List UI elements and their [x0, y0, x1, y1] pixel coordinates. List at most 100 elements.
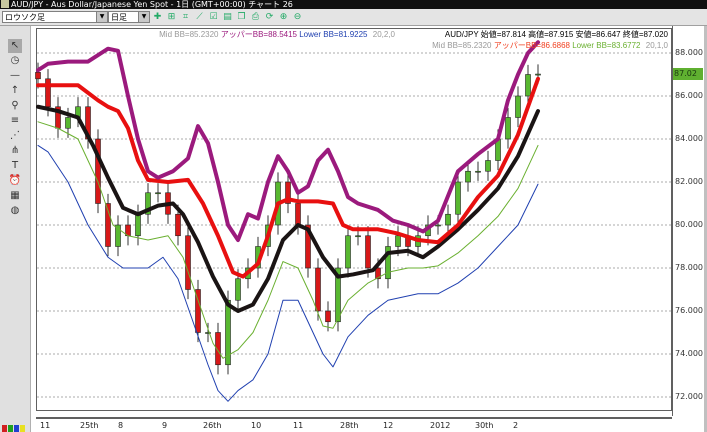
- x-tick-label: 25th: [80, 421, 99, 430]
- zoom-in-icon[interactable]: ⊕: [279, 12, 288, 22]
- candle: [215, 332, 221, 366]
- legend-bb1-upper: アッパーBB=86.6868: [493, 41, 570, 50]
- candle: [485, 160, 491, 172]
- drawing-tools-panel: ↖ ◷ — ↑ ⚲ ≡ ⋰ ⋔ T ⏰ ▦ ◍: [0, 26, 31, 432]
- y-tick-label: 86.000: [675, 91, 703, 100]
- refresh-icon[interactable]: ⟳: [265, 12, 274, 22]
- candle: [455, 181, 461, 215]
- pointer-icon[interactable]: ↖: [8, 39, 22, 53]
- pitchfork-icon[interactable]: ⋔: [10, 145, 20, 156]
- globe-icon[interactable]: ◍: [10, 205, 20, 216]
- time-axis-line: [36, 417, 672, 419]
- candle: [355, 235, 361, 238]
- candle: [235, 278, 241, 301]
- candle: [335, 267, 341, 323]
- plot-area[interactable]: [36, 28, 672, 411]
- fibonacci-icon[interactable]: ≡: [10, 115, 20, 126]
- toolbar: ロウソク足 ▼ 日足 ▼ ✚ ⊞ ⌗ ⟋ ☑ ▤ ❐ ⎙ ⟳ ⊕ ⊖: [0, 9, 707, 26]
- calculator-icon[interactable]: ▦: [10, 190, 20, 201]
- x-tick-label: 8: [118, 421, 124, 430]
- print-icon[interactable]: ⎙: [251, 12, 260, 22]
- copy-icon[interactable]: ❐: [237, 12, 246, 22]
- gann-fan-icon[interactable]: ⋰: [10, 130, 20, 141]
- candle: [45, 78, 51, 108]
- candle: [155, 192, 161, 195]
- y-tick-label: 84.000: [675, 134, 703, 143]
- legend-bb1-params: 20,1,0: [645, 41, 668, 50]
- candle: [535, 73, 541, 76]
- legend-bb1: Mid BB=85.2320 アッパーBB=86.6868 Lower BB=8…: [432, 41, 668, 50]
- alarm-icon[interactable]: ⏰: [8, 175, 22, 186]
- candle: [385, 246, 391, 280]
- candle: [35, 72, 41, 80]
- x-tick-label: 26th: [203, 421, 222, 430]
- chart-type-value: ロウソク足: [5, 13, 45, 22]
- candle: [315, 267, 321, 312]
- candle: [435, 224, 441, 227]
- x-tick-label: 10: [251, 421, 262, 430]
- candle: [195, 289, 201, 333]
- candle: [445, 213, 451, 226]
- candle: [305, 224, 311, 269]
- price-axis-line: [672, 26, 673, 416]
- y-tick-label: 74.000: [675, 349, 703, 358]
- indicator-icon[interactable]: ✚: [153, 12, 162, 22]
- band-line: [37, 121, 539, 359]
- magnifier-icon[interactable]: ⚲: [11, 100, 19, 111]
- candle: [135, 213, 141, 237]
- candle: [395, 235, 401, 247]
- line-chart-icon[interactable]: ⟋: [196, 12, 203, 22]
- band-line: [36, 76, 540, 279]
- arrow-up-icon[interactable]: ↑: [10, 85, 20, 96]
- y-tick-label: 88.000: [675, 48, 703, 57]
- title-bar: AUD/JPY - Aus Dollar/Japanese Yen Spot -…: [0, 0, 707, 9]
- zoom-out-icon[interactable]: ⊖: [293, 12, 302, 22]
- candle: [175, 213, 181, 237]
- x-tick-label: 9: [162, 421, 168, 430]
- candle: [105, 203, 111, 247]
- y-tick-label: 72.000: [675, 392, 703, 401]
- add-icon[interactable]: ⊞: [167, 12, 176, 22]
- scrollbar[interactable]: [704, 26, 707, 432]
- candle: [185, 235, 191, 290]
- candle: [345, 235, 351, 269]
- chevron-down-icon[interactable]: ▼: [138, 12, 149, 22]
- chart-type-select[interactable]: ロウソク足 ▼: [2, 11, 108, 23]
- candle: [515, 95, 521, 118]
- crosshair-icon[interactable]: ⌗: [182, 12, 189, 22]
- candle: [225, 299, 231, 366]
- legend-bb2-mid: Mid BB=85.2320: [159, 30, 219, 39]
- x-tick-label: 11: [40, 421, 51, 430]
- x-tick-label: 11: [293, 421, 304, 430]
- candle: [95, 138, 101, 204]
- window-title: AUD/JPY - Aus Dollar/Japanese Yen Spot -…: [11, 0, 293, 9]
- candle: [115, 224, 121, 247]
- candle: [365, 235, 371, 269]
- candle: [325, 310, 331, 323]
- timeframe-value: 日足: [111, 13, 127, 22]
- horizontal-line-icon[interactable]: —: [10, 70, 20, 81]
- candle: [375, 267, 381, 280]
- clock-icon[interactable]: ◷: [10, 55, 20, 66]
- x-tick-label: 30th: [475, 421, 494, 430]
- legend-bb1-lower: Lower BB=83.6772: [572, 41, 641, 50]
- y-tick-label: 82.000: [675, 177, 703, 186]
- candle: [65, 117, 71, 129]
- text-icon[interactable]: T: [11, 160, 19, 171]
- y-tick-label: 78.000: [675, 263, 703, 272]
- check-icon[interactable]: ☑: [209, 12, 218, 22]
- color-palette[interactable]: [2, 425, 25, 432]
- candle: [295, 203, 301, 226]
- candle: [285, 181, 291, 204]
- x-tick-label: 2012: [430, 421, 451, 430]
- y-tick-label: 76.000: [675, 306, 703, 315]
- chevron-down-icon[interactable]: ▼: [96, 12, 107, 22]
- legend-bb2-params: 20,2,0: [372, 30, 395, 39]
- candle: [475, 170, 481, 173]
- band-line: [36, 104, 540, 313]
- document-icon[interactable]: ▤: [223, 12, 232, 22]
- x-tick-label: 2: [513, 421, 519, 430]
- x-tick-label: 12: [383, 421, 394, 430]
- timeframe-select[interactable]: 日足 ▼: [108, 11, 150, 23]
